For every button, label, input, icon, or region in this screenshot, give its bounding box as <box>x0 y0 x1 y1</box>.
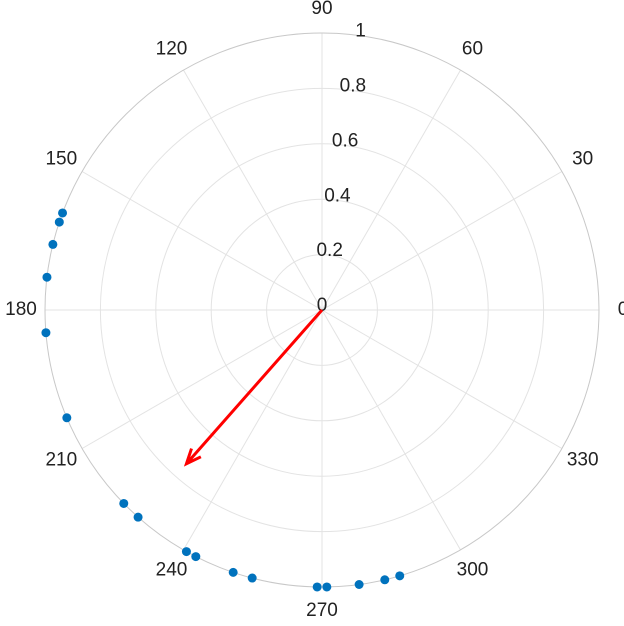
data-point <box>312 582 322 592</box>
r-tick-label: 0.8 <box>340 76 366 97</box>
data-point <box>133 512 143 522</box>
data-point <box>247 573 257 583</box>
data-point <box>395 571 405 581</box>
data-point <box>181 547 191 557</box>
data-point <box>42 272 52 282</box>
grid-ring <box>99 87 545 533</box>
grid-ring <box>210 198 434 422</box>
theta-tick-label: 150 <box>45 149 77 170</box>
data-point <box>62 413 72 423</box>
r-tick-label: 0.4 <box>324 185 351 206</box>
data-point <box>228 567 238 577</box>
theta-tick-label: 90 <box>311 0 332 19</box>
r-tick-label: 0.2 <box>316 240 342 261</box>
arrow <box>183 309 324 467</box>
data-point <box>380 575 390 585</box>
grid-spoke <box>321 309 461 551</box>
theta-tick-label: 120 <box>156 38 188 59</box>
grid-spoke <box>81 309 323 449</box>
data-point <box>354 580 364 590</box>
data-point <box>48 239 58 249</box>
theta-tick-label: 330 <box>567 450 599 471</box>
theta-tick-label: 0 <box>618 299 624 320</box>
theta-tick-label: 180 <box>5 299 37 320</box>
grid-spoke <box>321 69 461 311</box>
data-point <box>322 582 332 592</box>
data-point <box>119 498 129 508</box>
data-point <box>54 217 64 227</box>
grid-ring <box>266 254 378 366</box>
theta-tick-label: 270 <box>306 600 338 621</box>
data-point <box>191 552 201 562</box>
theta-tick-label: 30 <box>572 149 593 170</box>
r-tick-label: 0.6 <box>332 130 358 151</box>
data-point <box>41 328 51 338</box>
grid-spoke <box>321 309 563 449</box>
theta-tick-label: 210 <box>45 450 77 471</box>
theta-tick-label: 60 <box>462 38 483 59</box>
grid-spoke <box>321 171 563 311</box>
outer-ring <box>44 32 600 588</box>
data-point <box>58 208 68 218</box>
grid-spoke <box>183 69 323 311</box>
r-tick-label: 1 <box>355 21 366 42</box>
r-tick-label: 0 <box>317 295 328 316</box>
theta-tick-label: 300 <box>457 560 489 581</box>
grid-spoke <box>183 309 323 551</box>
theta-tick-label: 240 <box>156 560 188 581</box>
grid-ring <box>155 143 489 477</box>
grid-spoke <box>81 171 323 311</box>
